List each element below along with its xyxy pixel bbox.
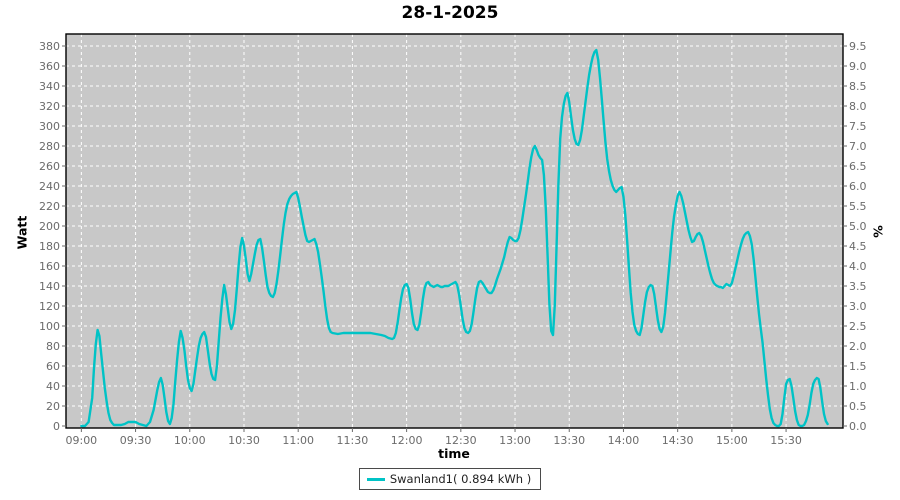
left-axis-tick-label: 100 (39, 319, 60, 333)
right-axis-tick-label: 5.5 (849, 199, 867, 213)
right-axis-tick-label: 2.5 (849, 319, 867, 333)
right-axis-tick-label: 7.0 (849, 139, 867, 153)
y-axis-label-left: Watt (14, 215, 30, 250)
right-axis-tick-label: 7.5 (849, 119, 867, 133)
right-axis-tick-label: 9.5 (849, 39, 867, 53)
right-axis-tick-label: 0.0 (849, 419, 867, 433)
left-axis-tick-label: 60 (46, 359, 60, 373)
right-axis-tick-label: 6.5 (849, 159, 867, 173)
right-axis-tick-label: 8.5 (849, 79, 867, 93)
right-axis-tick-label: 1.5 (849, 359, 867, 373)
left-axis-tick-label: 360 (39, 59, 60, 73)
x-axis-tick-label: 12:00 (390, 434, 423, 447)
x-axis-label: time (438, 446, 470, 461)
x-axis-tick-label: 12:30 (444, 434, 477, 447)
chart-title: 28-1-2025 (401, 3, 499, 23)
x-axis-tick-label: 11:30 (336, 434, 369, 447)
left-axis-tick-label: 140 (39, 279, 60, 293)
right-axis-tick-label: 6.0 (849, 179, 867, 193)
left-axis-tick-label: 300 (39, 119, 60, 133)
left-axis-tick-label: 380 (39, 39, 60, 53)
left-axis-tick-label: 220 (39, 199, 60, 213)
x-axis-tick-label: 11:00 (282, 434, 315, 447)
right-axis-tick-label: 0.5 (849, 399, 867, 413)
x-axis-tick-label: 15:00 (716, 434, 748, 447)
x-axis-tick-label: 13:00 (499, 434, 531, 447)
legend-series-label: Swanland1( 0.894 kWh ) (389, 472, 532, 486)
right-axis-tick-label: 3.0 (849, 299, 867, 313)
x-axis-tick-label: 10:30 (228, 434, 260, 447)
left-axis-tick-label: 160 (39, 259, 60, 273)
left-axis-tick-label: 20 (46, 399, 60, 413)
left-axis-tick-label: 0 (53, 419, 60, 433)
right-axis-tick-label: 1.0 (849, 379, 867, 393)
right-axis-tick-label: 8.0 (849, 99, 867, 113)
left-axis-tick-label: 80 (46, 339, 60, 353)
right-axis-tick-label: 9.0 (849, 59, 867, 73)
legend-line-swatch (366, 477, 385, 481)
left-axis-tick-label: 120 (39, 299, 60, 313)
left-axis-tick-label: 240 (39, 179, 60, 193)
x-axis-tick-label: 14:00 (607, 434, 640, 447)
left-axis-tick-label: 40 (46, 379, 60, 393)
left-axis-tick-label: 340 (39, 79, 60, 93)
x-axis-tick-label: 10:00 (173, 434, 206, 447)
left-axis-tick-label: 200 (39, 219, 60, 233)
right-axis-tick-label: 4.0 (849, 259, 867, 273)
left-axis-tick-label: 320 (39, 99, 60, 113)
y-axis-label-right: % (870, 225, 886, 238)
x-axis-tick-label: 13:30 (553, 434, 586, 447)
x-axis-tick-label: 15:30 (770, 434, 802, 447)
right-axis-tick-label: 5.0 (849, 219, 867, 233)
left-axis-tick-label: 280 (39, 139, 60, 153)
right-axis-tick-label: 3.5 (849, 279, 867, 293)
right-axis-tick-label: 2.0 (849, 339, 867, 353)
left-axis-tick-label: 180 (39, 239, 60, 253)
x-axis-tick-label: 09:00 (65, 434, 98, 447)
x-axis-tick-label: 14:30 (661, 434, 694, 447)
legend: Swanland1( 0.894 kWh ) (358, 468, 542, 490)
x-axis-tick-label: 09:30 (119, 434, 152, 447)
left-axis-tick-label: 260 (39, 159, 60, 173)
right-axis-tick-label: 4.5 (849, 239, 867, 253)
